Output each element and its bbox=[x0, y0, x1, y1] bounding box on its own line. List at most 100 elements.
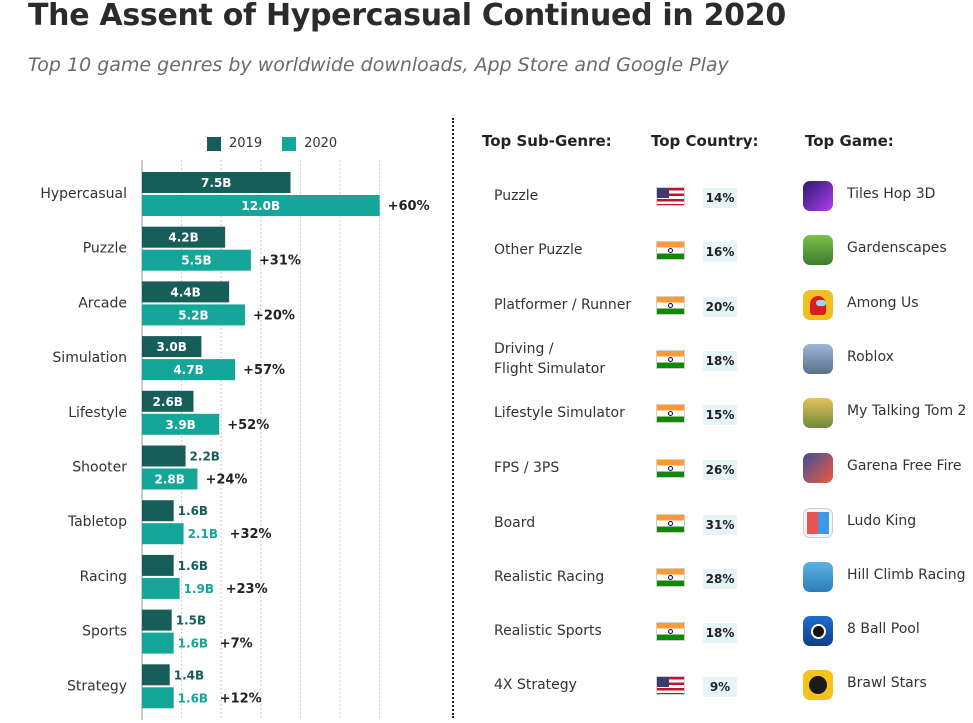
sub-genre-label: Driving / Flight Simulator bbox=[494, 341, 606, 377]
growth-label: +7% bbox=[220, 637, 253, 652]
bar-2020 bbox=[142, 249, 251, 271]
value-label-2019: 1.5B bbox=[176, 614, 206, 628]
section-divider bbox=[452, 118, 454, 718]
growth-label: +23% bbox=[226, 582, 268, 597]
bar-2020 bbox=[142, 413, 220, 435]
category-label: Hypercasual bbox=[40, 186, 127, 202]
india-flag-icon bbox=[656, 568, 685, 587]
value-label-2020: 2.1B bbox=[188, 527, 218, 541]
legend-swatch-2020 bbox=[282, 136, 297, 151]
bar-2019 bbox=[142, 172, 291, 193]
top-game-name: Gardenscapes bbox=[847, 240, 947, 256]
chart-legend: 2019 2020 bbox=[207, 136, 349, 151]
sub-genre-label: Lifestyle Simulator bbox=[494, 405, 625, 421]
category-label: Tabletop bbox=[67, 514, 127, 530]
sub-genre-label: FPS / 3PS bbox=[494, 460, 560, 476]
category-label: Sports bbox=[82, 624, 127, 640]
page-subtitle: Top 10 game genres by worldwide download… bbox=[28, 54, 729, 76]
bar-2019 bbox=[142, 500, 174, 522]
bar-2019 bbox=[142, 226, 226, 248]
value-label-2019: 2.2B bbox=[190, 450, 220, 464]
bar-2019 bbox=[142, 445, 186, 467]
bar-2019 bbox=[142, 664, 170, 686]
category-label: Shooter bbox=[72, 460, 127, 476]
growth-label: +60% bbox=[388, 199, 430, 214]
country-share: 26% bbox=[703, 460, 737, 480]
value-label-2019: 2.6B bbox=[153, 395, 183, 409]
eight-ball bbox=[811, 624, 826, 639]
bar-2020 bbox=[142, 468, 198, 490]
category-label: Simulation bbox=[52, 350, 127, 366]
top-game-name: 8 Ball Pool bbox=[847, 621, 920, 637]
value-label-2020: 4.7B bbox=[173, 363, 203, 377]
sub-genre-label: Puzzle bbox=[494, 188, 539, 204]
top-game-name: Roblox bbox=[847, 349, 894, 365]
top-game-name: Hill Climb Racing bbox=[847, 567, 966, 583]
category-label: Lifestyle bbox=[68, 405, 127, 421]
value-label-2019: 4.2B bbox=[168, 231, 198, 245]
sub-genre-label: 4X Strategy bbox=[494, 677, 577, 693]
us-flag-icon bbox=[656, 676, 685, 695]
growth-label: +20% bbox=[253, 308, 295, 323]
value-label-2020: 5.5B bbox=[181, 254, 211, 268]
value-label-2019: 3.0B bbox=[156, 340, 186, 354]
value-label-2020: 5.2B bbox=[178, 308, 208, 322]
8-ball-pool-icon bbox=[803, 616, 833, 646]
india-flag-icon bbox=[656, 241, 685, 260]
india-flag-icon bbox=[656, 459, 685, 478]
bar-2019 bbox=[142, 609, 172, 631]
legend-label-2019: 2019 bbox=[229, 136, 263, 151]
legend-label-2020: 2020 bbox=[304, 136, 338, 151]
top-game-name: Ludo King bbox=[847, 513, 917, 529]
category-label: Strategy bbox=[67, 678, 127, 694]
value-label-2019: 7.5B bbox=[201, 176, 231, 190]
hill-climb-icon bbox=[803, 562, 833, 592]
header-sub-genre: Top Sub-Genre: bbox=[482, 132, 612, 150]
india-flag-icon bbox=[656, 350, 685, 369]
bar-2019 bbox=[142, 554, 174, 576]
country-share: 9% bbox=[703, 677, 737, 697]
growth-label: +52% bbox=[227, 418, 269, 433]
ludo-board bbox=[807, 512, 829, 534]
bar-2020 bbox=[142, 577, 180, 599]
growth-label: +12% bbox=[220, 691, 262, 706]
sub-genre-label: Realistic Racing bbox=[494, 569, 605, 585]
legend-item-2020: 2020 bbox=[282, 136, 337, 151]
value-label-2020: 1.6B bbox=[178, 691, 208, 705]
category-label: Racing bbox=[80, 569, 127, 585]
bar-2020 bbox=[142, 195, 380, 216]
growth-label: +32% bbox=[230, 527, 272, 542]
genre-downloads-chart: Hypercasual 7.5B 12.0B +60% Puzzle 4.2B 5.5B +3… bbox=[40, 160, 430, 720]
legend-swatch-2019 bbox=[207, 136, 221, 151]
among-us-crewmate bbox=[810, 296, 826, 315]
sub-genre-label: Other Puzzle bbox=[494, 242, 583, 258]
country-share: 18% bbox=[703, 623, 737, 643]
among-us-visor bbox=[816, 300, 826, 306]
bar-2019 bbox=[142, 281, 230, 303]
country-share: 15% bbox=[703, 405, 737, 425]
country-share: 31% bbox=[703, 515, 737, 535]
bar-2020 bbox=[142, 523, 184, 545]
top-game-name: My Talking Tom 2 bbox=[847, 403, 967, 419]
value-label-2020: 1.9B bbox=[184, 582, 214, 596]
sub-genre-label: Board bbox=[494, 515, 536, 531]
bar-2020 bbox=[142, 632, 174, 654]
gardenscapes-icon bbox=[803, 235, 833, 265]
growth-label: +31% bbox=[259, 254, 301, 269]
growth-label: +57% bbox=[243, 363, 285, 378]
bar-2019 bbox=[142, 336, 202, 358]
growth-label: +24% bbox=[205, 473, 247, 488]
legend-item-2019: 2019 bbox=[207, 136, 262, 151]
page-title: The Assent of Hypercasual Continued in 2… bbox=[28, 0, 786, 33]
brawl-stars-icon bbox=[803, 670, 833, 700]
talking-tom-icon bbox=[803, 398, 833, 428]
header-game: Top Game: bbox=[805, 132, 894, 150]
among-us-icon bbox=[803, 290, 833, 320]
bar-2020 bbox=[142, 359, 236, 381]
india-flag-icon bbox=[656, 296, 685, 315]
country-share: 16% bbox=[703, 242, 737, 262]
top-game-name: Brawl Stars bbox=[847, 675, 927, 691]
free-fire-icon bbox=[803, 453, 833, 483]
india-flag-icon bbox=[656, 404, 685, 423]
country-share: 14% bbox=[703, 188, 737, 208]
